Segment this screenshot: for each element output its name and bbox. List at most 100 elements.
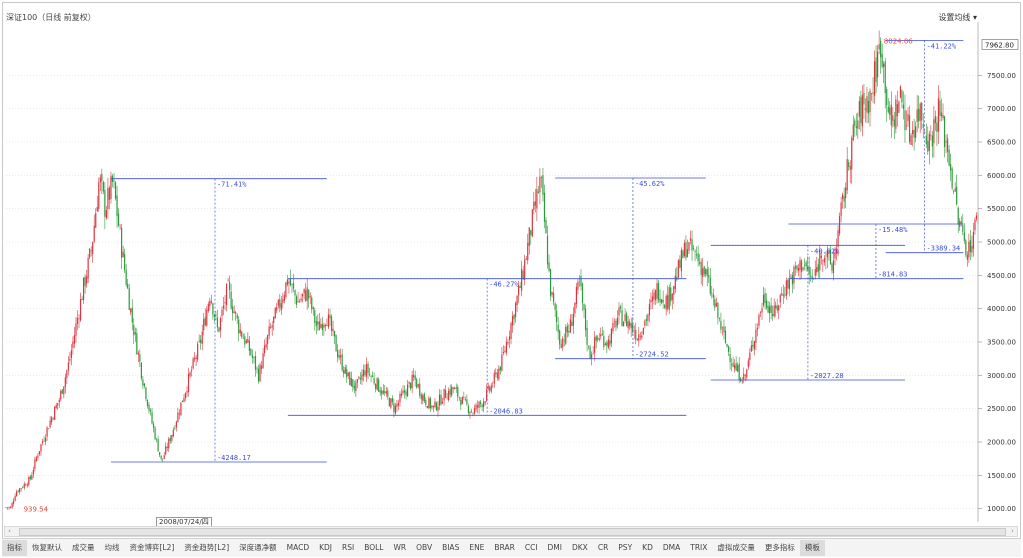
candle-body [285, 282, 287, 298]
toolbar-item[interactable]: DMA [662, 543, 681, 552]
candle-body [648, 304, 651, 316]
candle-body [761, 308, 763, 313]
candle-body [656, 283, 658, 299]
measure-diff-label: -2046.83 [489, 407, 523, 415]
candle-body [86, 276, 88, 284]
scroll-right-arrow-icon[interactable]: › [1011, 527, 1014, 535]
candle-body [837, 230, 839, 247]
candle-body [943, 116, 946, 147]
candle-body [121, 227, 123, 258]
candle-body [665, 296, 667, 310]
toolbar-item[interactable]: 成交量 [72, 543, 95, 552]
candle-body [52, 418, 54, 419]
toolbar-item[interactable]: OBV [416, 543, 433, 552]
toolbar-item[interactable]: 资金博弈[L2] [129, 543, 175, 552]
chart-title: 深证100（日线 前复权） [6, 13, 96, 22]
candle-body [288, 281, 290, 284]
candle-body [57, 403, 59, 406]
horizontal-scrollbar[interactable]: ‹ › [4, 526, 1018, 537]
candle-body [235, 312, 237, 314]
measure-diff-label: -2027.28 [810, 372, 844, 380]
candle-body [927, 140, 929, 152]
candle-body [352, 379, 354, 388]
candle-body [338, 355, 340, 359]
toolbar-item[interactable]: DMI [547, 543, 562, 552]
scroll-left-arrow-icon[interactable]: ‹ [8, 527, 11, 535]
candle-body [420, 394, 422, 400]
toolbar-item[interactable]: TRIX [690, 543, 708, 552]
toolbar-item[interactable]: 资金趋势[L2] [184, 543, 230, 552]
measure-percent-label: -46.27% [489, 281, 519, 289]
candle-body [484, 401, 486, 403]
candle-body [466, 399, 468, 405]
candle-body [776, 305, 778, 311]
candle-body [449, 389, 451, 395]
candle-body [545, 220, 547, 234]
candle-body [413, 374, 415, 378]
toolbar-item[interactable]: BOLL [364, 543, 384, 552]
candle-body [530, 230, 532, 236]
candle-body [181, 400, 184, 402]
toolbar-item[interactable]: 虚拟成交量 [717, 543, 755, 552]
candle-body [974, 219, 976, 231]
candle-body [104, 189, 106, 217]
candle-body [368, 374, 371, 375]
candle-body [835, 249, 838, 254]
toolbar-item[interactable]: 指标 [2, 540, 27, 556]
toolbar-item[interactable]: 恢复默认 [32, 543, 62, 552]
candle-body [601, 333, 603, 336]
candle-body [636, 339, 638, 341]
candle-body [385, 391, 387, 394]
toolbar-item[interactable]: WR [393, 543, 407, 552]
candle-body [629, 321, 631, 327]
y-tick-label: 5000.00 [987, 239, 1016, 247]
toolbar-item[interactable]: 更多指标 [764, 543, 795, 552]
candle-body [709, 277, 711, 294]
candle-body [238, 319, 240, 334]
candle-body [685, 242, 687, 259]
candle-body [765, 300, 768, 308]
y-tick-label: 4500.00 [987, 272, 1016, 280]
candle-body [172, 429, 174, 437]
toolbar-item[interactable]: KDJ [319, 543, 333, 552]
candle-body [671, 294, 673, 301]
toolbar-item[interactable]: RSI [342, 543, 355, 552]
y-tick-label: 1500.00 [987, 472, 1016, 480]
y-tick-label: 3000.00 [987, 372, 1016, 380]
toolbar-item[interactable]: CR [597, 543, 609, 552]
candle-body [577, 281, 579, 290]
scroll-thumb[interactable] [19, 528, 1006, 536]
toolbar-item[interactable]: 均线 [104, 543, 120, 552]
toolbar-item[interactable]: 模板 [799, 540, 825, 556]
candle-body [108, 187, 111, 200]
toolbar-item[interactable]: CCI [524, 543, 538, 552]
candle-body [391, 398, 393, 403]
candle-body [788, 278, 790, 290]
toolbar-item[interactable]: MACD [286, 543, 310, 552]
candle-body [230, 291, 232, 309]
moving-average-settings-button[interactable]: 设置均线 ▾ [938, 13, 977, 22]
candle-body [679, 259, 681, 268]
toolbar-item[interactable]: DKX [571, 543, 588, 552]
candle-body [67, 362, 69, 371]
candle-body [851, 138, 853, 170]
toolbar-item[interactable]: KD [642, 543, 653, 552]
candle-body [514, 302, 517, 318]
candle-body [893, 119, 895, 127]
candle-body [31, 475, 33, 480]
toolbar-item[interactable]: ENE [469, 543, 485, 552]
toolbar-item[interactable]: BIAS [442, 543, 460, 552]
candle-body [867, 100, 870, 114]
toolbar-item[interactable]: BRAR [494, 543, 515, 552]
candle-body [654, 289, 657, 301]
candle-body [688, 242, 690, 251]
toolbar-item[interactable]: PSY [618, 543, 633, 552]
candle-body [198, 340, 200, 342]
candle-body [808, 266, 810, 275]
candle-body [38, 451, 41, 455]
candle-body [411, 374, 413, 389]
candle-body [387, 390, 389, 397]
candle-body [32, 469, 34, 475]
toolbar-item[interactable]: 深度通净额 [239, 543, 277, 552]
